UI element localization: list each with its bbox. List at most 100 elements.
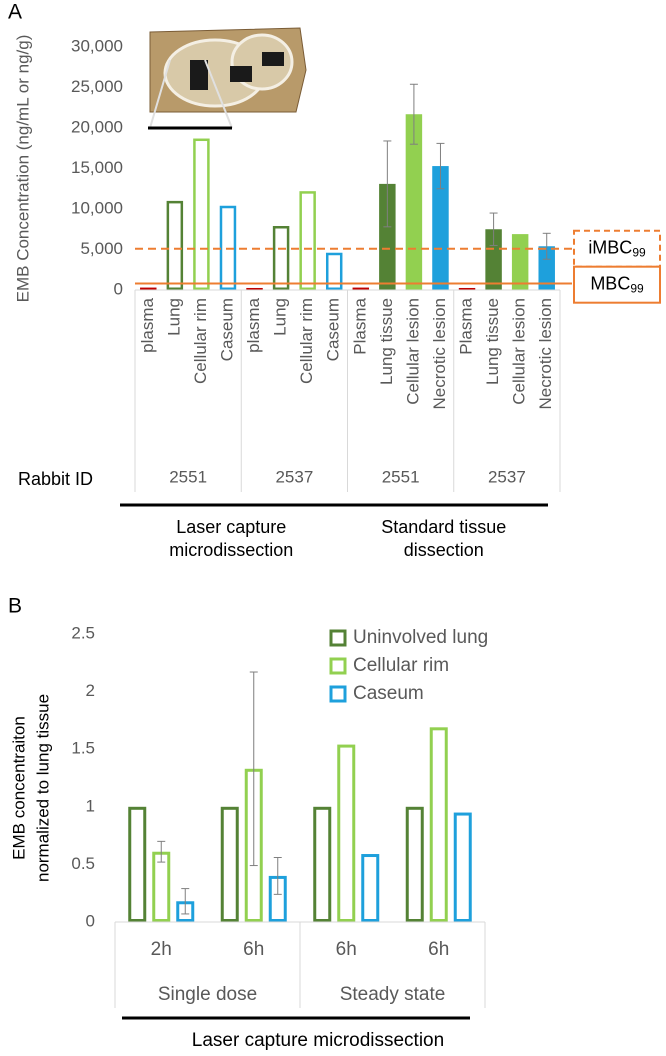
reference-subscript: 99 bbox=[632, 246, 646, 260]
bar bbox=[128, 806, 147, 922]
x-tick-label: Cellular rim bbox=[297, 298, 316, 384]
y-tick-label: 2 bbox=[86, 681, 95, 700]
x-tick-label: 6h bbox=[243, 939, 264, 960]
y-tick-label: 15,000 bbox=[71, 158, 123, 177]
x-tick-label: 6h bbox=[428, 939, 449, 960]
bar bbox=[432, 166, 449, 290]
bar bbox=[152, 851, 171, 923]
x-tick-label: Cellular rim bbox=[191, 298, 210, 384]
legend-label: Caseum bbox=[353, 683, 424, 704]
reference-subscript: 99 bbox=[630, 282, 644, 296]
bar bbox=[352, 287, 370, 290]
bar bbox=[313, 806, 332, 922]
y-axis-title: EMB Concentration (ng/mL or ng/g) bbox=[13, 35, 32, 303]
y-tick-label: 2.5 bbox=[71, 623, 95, 642]
group-title: Rabbit ID bbox=[18, 469, 93, 489]
section-label: microdissection bbox=[169, 540, 293, 560]
legend-swatch bbox=[329, 685, 347, 703]
section-label: dissection bbox=[404, 540, 484, 560]
bar bbox=[429, 727, 448, 923]
legend-swatch bbox=[329, 629, 347, 647]
legend-label: Cellular rim bbox=[353, 655, 449, 676]
y-tick-label: 1 bbox=[86, 796, 95, 815]
group-label: Steady state bbox=[340, 984, 446, 1005]
bar bbox=[453, 812, 472, 922]
y-tick-label: 0 bbox=[114, 279, 123, 298]
y-tick-label: 5,000 bbox=[80, 239, 123, 258]
x-tick-label: Lung tissue bbox=[483, 298, 502, 385]
y-tick-label: 25,000 bbox=[71, 77, 123, 96]
error-bar bbox=[181, 888, 190, 915]
bar bbox=[193, 138, 210, 290]
inset-detail bbox=[262, 52, 284, 66]
y-tick-label: 0.5 bbox=[71, 854, 95, 873]
group-label: 2551 bbox=[382, 467, 420, 486]
reference-label: MBC99 bbox=[590, 273, 644, 295]
error-bar bbox=[409, 83, 418, 145]
error-bar bbox=[542, 232, 551, 260]
y-tick-label: 0 bbox=[86, 911, 95, 930]
x-tick-label: Cellular lesion bbox=[403, 298, 422, 405]
x-tick-label: Caseum bbox=[324, 298, 343, 361]
x-tick-label: Lung bbox=[164, 298, 183, 336]
bar bbox=[361, 854, 380, 922]
bar bbox=[538, 246, 555, 290]
y-tick-label: 30,000 bbox=[71, 36, 123, 55]
panel-a-decor: A bbox=[8, 1, 307, 130]
histology-inset bbox=[148, 27, 307, 130]
error-bar bbox=[157, 840, 166, 863]
y-axis-title: normalized to lung tissue bbox=[33, 694, 52, 882]
reference-box bbox=[573, 229, 661, 268]
bar bbox=[220, 806, 239, 922]
bar bbox=[511, 234, 529, 290]
x-tick-label: plasma bbox=[138, 297, 157, 352]
reference-label: iMBC99 bbox=[588, 237, 646, 259]
group-label: 2537 bbox=[275, 467, 313, 486]
bar bbox=[405, 806, 424, 922]
panel-letter: B bbox=[8, 595, 22, 618]
x-tick-label: Cellular lesion bbox=[510, 298, 529, 405]
reference-name: iMBC bbox=[588, 237, 632, 257]
legend-label: Uninvolved lung bbox=[353, 627, 488, 648]
x-tick-label: Plasma bbox=[350, 297, 369, 354]
bar bbox=[325, 252, 343, 291]
x-tick-label: Necrotic lesion bbox=[430, 298, 449, 410]
bar bbox=[140, 287, 157, 290]
bar bbox=[166, 200, 184, 290]
legend-swatch bbox=[329, 657, 347, 675]
group-label: Single dose bbox=[158, 984, 257, 1005]
group-label: 2537 bbox=[488, 467, 526, 486]
error-bar bbox=[489, 212, 498, 246]
inset-detail bbox=[190, 60, 208, 90]
x-tick-label: Lung bbox=[271, 298, 290, 336]
bar bbox=[485, 229, 502, 290]
bar bbox=[299, 191, 316, 290]
section-label: Laser capture bbox=[176, 517, 286, 537]
x-tick-label: Caseum bbox=[217, 298, 236, 361]
reference-box bbox=[573, 265, 661, 304]
y-tick-label: 10,000 bbox=[71, 198, 123, 217]
error-bar bbox=[273, 856, 282, 895]
x-tick-label: 6h bbox=[336, 939, 357, 960]
x-tick-label: Plasma bbox=[457, 297, 476, 354]
bar bbox=[272, 226, 290, 290]
section-label: Laser capture microdissection bbox=[192, 1030, 444, 1051]
error-bar bbox=[249, 671, 258, 867]
x-tick-label: Lung tissue bbox=[377, 298, 396, 385]
x-tick-label: Necrotic lesion bbox=[536, 298, 555, 410]
panel-letter: A bbox=[8, 1, 22, 24]
inset-detail bbox=[230, 66, 252, 82]
x-tick-label: plasma bbox=[244, 297, 263, 352]
error-bar bbox=[436, 142, 445, 190]
reference-name: MBC bbox=[590, 273, 630, 293]
bar bbox=[379, 183, 396, 290]
inset-callout bbox=[149, 59, 233, 129]
x-tick-label: 2h bbox=[151, 939, 172, 960]
bar bbox=[458, 287, 476, 290]
bar bbox=[337, 744, 356, 922]
section-label: Standard tissue bbox=[381, 517, 506, 537]
bar bbox=[246, 287, 263, 290]
y-axis-title: EMB concentraiton bbox=[9, 716, 28, 860]
y-tick-label: 20,000 bbox=[71, 117, 123, 136]
